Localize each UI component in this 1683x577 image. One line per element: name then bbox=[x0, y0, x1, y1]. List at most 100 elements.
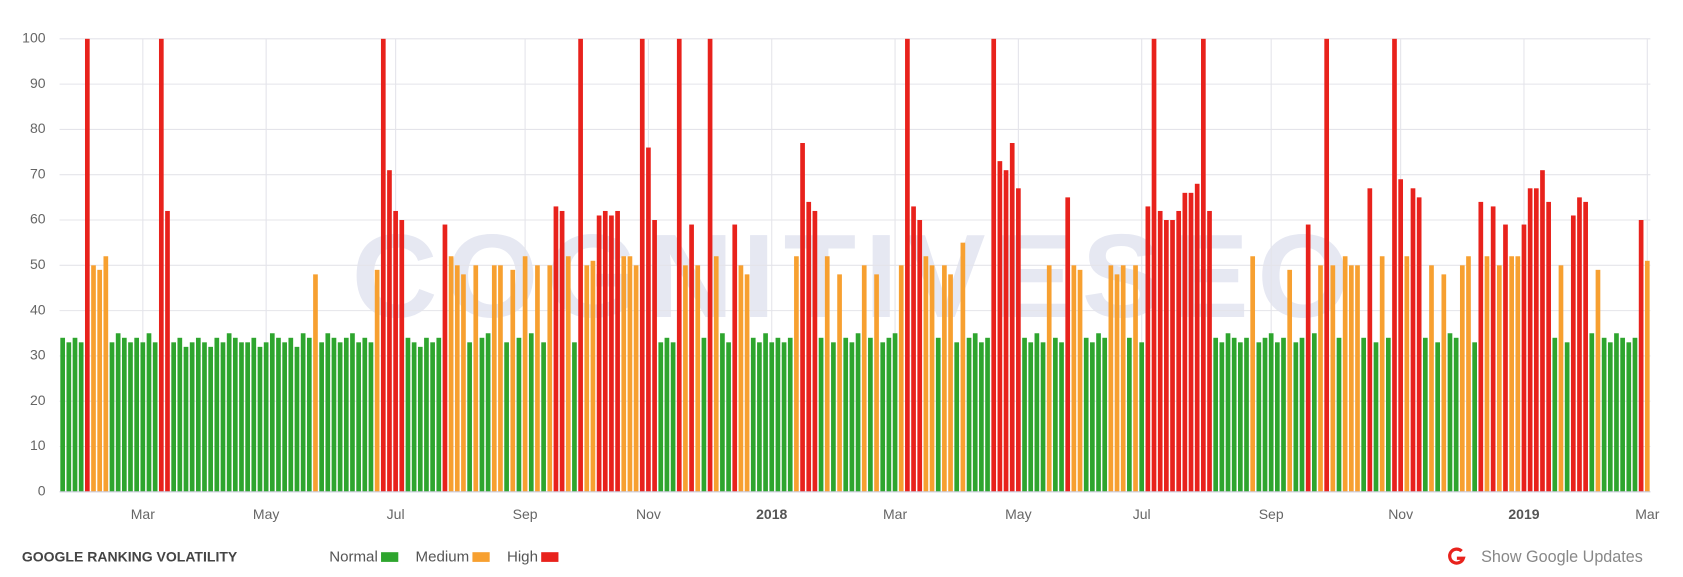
bar bbox=[436, 337, 442, 492]
bar bbox=[1521, 224, 1527, 492]
x-tick-label: Sep bbox=[1259, 506, 1284, 522]
bar bbox=[442, 224, 448, 492]
bar bbox=[411, 342, 417, 492]
bar bbox=[405, 337, 411, 492]
y-tick-label: 70 bbox=[30, 165, 46, 181]
bar bbox=[282, 342, 287, 492]
bar bbox=[1416, 197, 1422, 492]
bar bbox=[498, 265, 503, 492]
bar bbox=[942, 265, 947, 492]
bar bbox=[1090, 342, 1095, 492]
bar bbox=[1626, 342, 1632, 492]
bar bbox=[979, 342, 984, 492]
bar bbox=[670, 342, 676, 492]
bar bbox=[1207, 210, 1212, 492]
bar bbox=[1558, 265, 1564, 492]
bar bbox=[1435, 342, 1440, 492]
x-tick-label: Mar bbox=[1635, 506, 1659, 522]
bar bbox=[1028, 342, 1034, 492]
bar bbox=[954, 342, 960, 492]
bar bbox=[781, 342, 787, 492]
y-tick-label: 20 bbox=[30, 392, 46, 408]
bar bbox=[615, 210, 620, 492]
bar bbox=[1188, 192, 1194, 492]
bar bbox=[1250, 256, 1256, 492]
y-tick-label: 90 bbox=[30, 75, 46, 91]
bar bbox=[1336, 337, 1342, 492]
bar bbox=[1238, 342, 1243, 492]
bar bbox=[646, 147, 651, 492]
bar bbox=[399, 220, 405, 492]
x-tick-label: May bbox=[253, 506, 279, 522]
bar bbox=[528, 333, 534, 492]
bar bbox=[251, 337, 257, 492]
y-tick-label: 10 bbox=[30, 437, 46, 453]
bar bbox=[1472, 342, 1477, 492]
bar bbox=[1053, 337, 1058, 492]
bar bbox=[1632, 337, 1638, 492]
bar bbox=[843, 337, 849, 492]
bar bbox=[1490, 206, 1496, 492]
bar bbox=[874, 274, 879, 492]
bar bbox=[417, 346, 423, 492]
bar bbox=[195, 337, 201, 492]
x-tick-label: May bbox=[1005, 506, 1031, 522]
bar bbox=[1133, 265, 1138, 492]
bar bbox=[787, 337, 793, 492]
bar bbox=[1120, 265, 1126, 492]
bar bbox=[553, 206, 559, 492]
bar bbox=[454, 265, 460, 492]
bar bbox=[750, 337, 756, 492]
bar bbox=[948, 274, 953, 492]
bar bbox=[1108, 265, 1114, 492]
y-tick-label: 0 bbox=[38, 483, 46, 499]
bar bbox=[1096, 333, 1101, 492]
bar bbox=[1503, 224, 1508, 492]
button-label[interactable]: Show Google Updates bbox=[1481, 548, 1643, 566]
bar bbox=[1003, 170, 1009, 492]
bar bbox=[769, 342, 775, 492]
bar bbox=[140, 342, 146, 492]
bar bbox=[461, 274, 466, 492]
bar bbox=[239, 342, 244, 492]
bar bbox=[886, 337, 892, 492]
bar bbox=[541, 342, 546, 492]
bar bbox=[1453, 337, 1459, 492]
bar bbox=[1127, 337, 1132, 492]
bar bbox=[695, 265, 701, 492]
bar bbox=[232, 337, 238, 492]
bar bbox=[356, 342, 361, 492]
y-tick-label: 60 bbox=[30, 211, 46, 227]
y-tick-label: 30 bbox=[30, 347, 46, 363]
bar bbox=[547, 265, 553, 492]
bar bbox=[1194, 183, 1200, 492]
bar bbox=[966, 337, 972, 492]
bar bbox=[898, 265, 904, 492]
bar bbox=[1225, 333, 1231, 492]
show-updates-button[interactable]: Show Google Updates bbox=[1448, 547, 1643, 566]
bar bbox=[294, 346, 300, 492]
bar bbox=[905, 38, 910, 492]
bar bbox=[1016, 188, 1021, 492]
bar bbox=[1114, 274, 1120, 492]
bar bbox=[602, 210, 608, 492]
bar bbox=[985, 337, 990, 492]
bar bbox=[1496, 265, 1502, 492]
bar bbox=[1305, 224, 1311, 492]
y-tick-label: 100 bbox=[22, 30, 46, 46]
bar bbox=[84, 38, 90, 492]
bar bbox=[824, 256, 830, 492]
bar bbox=[972, 333, 978, 492]
bar bbox=[1293, 342, 1299, 492]
bar bbox=[424, 337, 429, 492]
bar bbox=[146, 333, 152, 492]
bar bbox=[171, 342, 176, 492]
bar bbox=[1614, 333, 1619, 492]
bar bbox=[732, 224, 738, 492]
bar bbox=[831, 342, 836, 492]
bar bbox=[621, 256, 627, 492]
bar bbox=[177, 337, 183, 492]
bar bbox=[917, 220, 923, 492]
bar bbox=[1287, 269, 1293, 492]
x-tick-label: 2018 bbox=[756, 506, 787, 522]
